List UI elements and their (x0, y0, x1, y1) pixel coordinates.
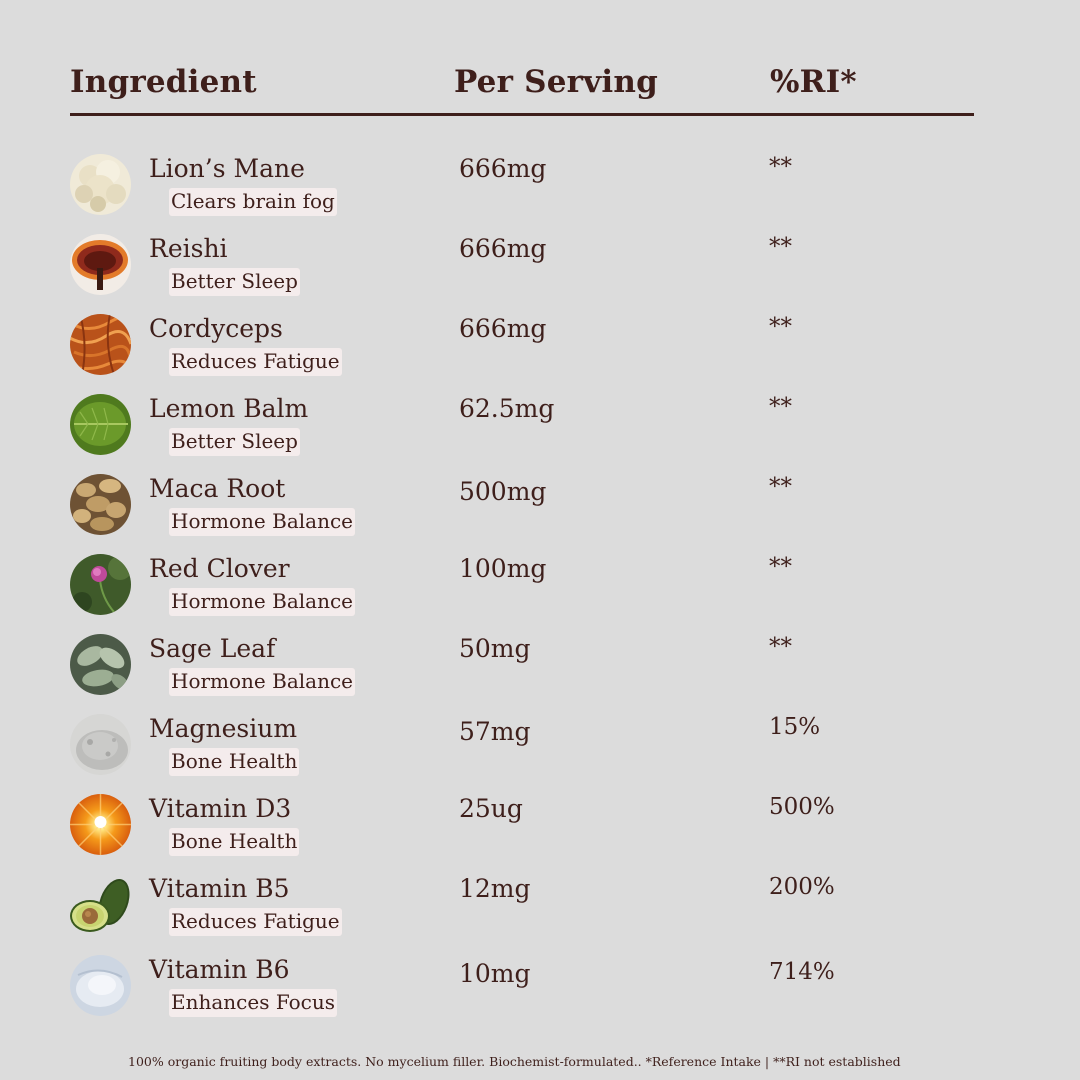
benefit-badge: Reduces Fatigue (169, 348, 342, 376)
ri-value: ** (769, 634, 792, 660)
per-serving-value: 100mg (459, 554, 547, 583)
table-row: Red Clover Hormone Balance 100mg ** (70, 554, 980, 632)
benefit-badge: Enhances Focus (169, 989, 337, 1017)
benefit-badge: Reduces Fatigue (169, 908, 342, 936)
sage-leaf-icon (70, 634, 131, 695)
ri-value: ** (769, 154, 792, 180)
per-serving-column-header: Per Serving (454, 64, 658, 100)
per-serving-value: 57mg (459, 717, 531, 746)
benefit-badge: Better Sleep (169, 268, 300, 296)
avocado-icon (70, 874, 131, 935)
ingredient-name: Red Clover (149, 554, 290, 583)
sun-icon (70, 794, 131, 855)
ingredient-name: Lemon Balm (149, 394, 309, 423)
ri-value: 714% (769, 959, 835, 985)
ri-value: ** (769, 234, 792, 260)
benefit-badge: Better Sleep (169, 428, 300, 456)
ri-column-header: %RI* (770, 64, 857, 100)
table-row: Cordyceps Reduces Fatigue 666mg ** (70, 314, 980, 392)
per-serving-value: 10mg (459, 959, 531, 988)
ingredient-name: Maca Root (149, 474, 286, 503)
lemon-balm-icon (70, 394, 131, 455)
footnote: 100% organic fruiting body extracts. No … (128, 1054, 901, 1069)
ri-value: 500% (769, 794, 835, 820)
per-serving-value: 25ug (459, 794, 523, 823)
table-row: Magnesium Bone Health 57mg 15% (70, 714, 980, 792)
benefit-badge: Clears brain fog (169, 188, 337, 216)
ri-value: ** (769, 314, 792, 340)
ri-value: ** (769, 554, 792, 580)
ingredient-name: Vitamin D3 (149, 794, 292, 823)
ingredient-name: Vitamin B6 (149, 955, 290, 984)
ingredient-name: Sage Leaf (149, 634, 276, 663)
ingredient-name: Reishi (149, 234, 228, 263)
ri-value: ** (769, 474, 792, 500)
ingredient-name: Vitamin B5 (149, 874, 290, 903)
maca-root-icon (70, 474, 131, 535)
per-serving-value: 62.5mg (459, 394, 555, 423)
benefit-badge: Hormone Balance (169, 508, 355, 536)
ri-value: 15% (769, 714, 821, 740)
per-serving-value: 50mg (459, 634, 531, 663)
table-row: Lemon Balm Better Sleep 62.5mg ** (70, 394, 980, 472)
benefit-badge: Bone Health (169, 828, 300, 856)
per-serving-value: 666mg (459, 154, 547, 183)
b6-powder-icon (70, 955, 131, 1016)
cordyceps-icon (70, 314, 131, 375)
table-row: Maca Root Hormone Balance 500mg ** (70, 474, 980, 552)
table-header: Ingredient Per Serving %RI* (70, 58, 974, 116)
table-row: Vitamin B5 Reduces Fatigue 12mg 200% (70, 874, 980, 952)
red-clover-icon (70, 554, 131, 615)
reishi-icon (70, 234, 131, 295)
per-serving-value: 12mg (459, 874, 531, 903)
ingredient-column-header: Ingredient (70, 64, 257, 100)
lions-mane-icon (70, 154, 131, 215)
magnesium-powder-icon (70, 714, 131, 775)
ri-value: ** (769, 394, 792, 420)
ingredient-name: Magnesium (149, 714, 298, 743)
ingredient-name: Cordyceps (149, 314, 283, 343)
table-row: Vitamin D3 Bone Health 25ug 500% (70, 794, 980, 872)
per-serving-value: 500mg (459, 477, 547, 506)
table-row: Sage Leaf Hormone Balance 50mg ** (70, 634, 980, 712)
table-row: Lion’s Mane Clears brain fog 666mg ** (70, 154, 980, 232)
per-serving-value: 666mg (459, 314, 547, 343)
table-row: Vitamin B6 Enhances Focus 10mg 714% (70, 955, 980, 1033)
ingredient-name: Lion’s Mane (149, 154, 305, 183)
ri-value: 200% (769, 874, 835, 900)
benefit-badge: Bone Health (169, 748, 300, 776)
benefit-badge: Hormone Balance (169, 668, 355, 696)
benefit-badge: Hormone Balance (169, 588, 355, 616)
table-row: Reishi Better Sleep 666mg ** (70, 234, 980, 312)
per-serving-value: 666mg (459, 234, 547, 263)
